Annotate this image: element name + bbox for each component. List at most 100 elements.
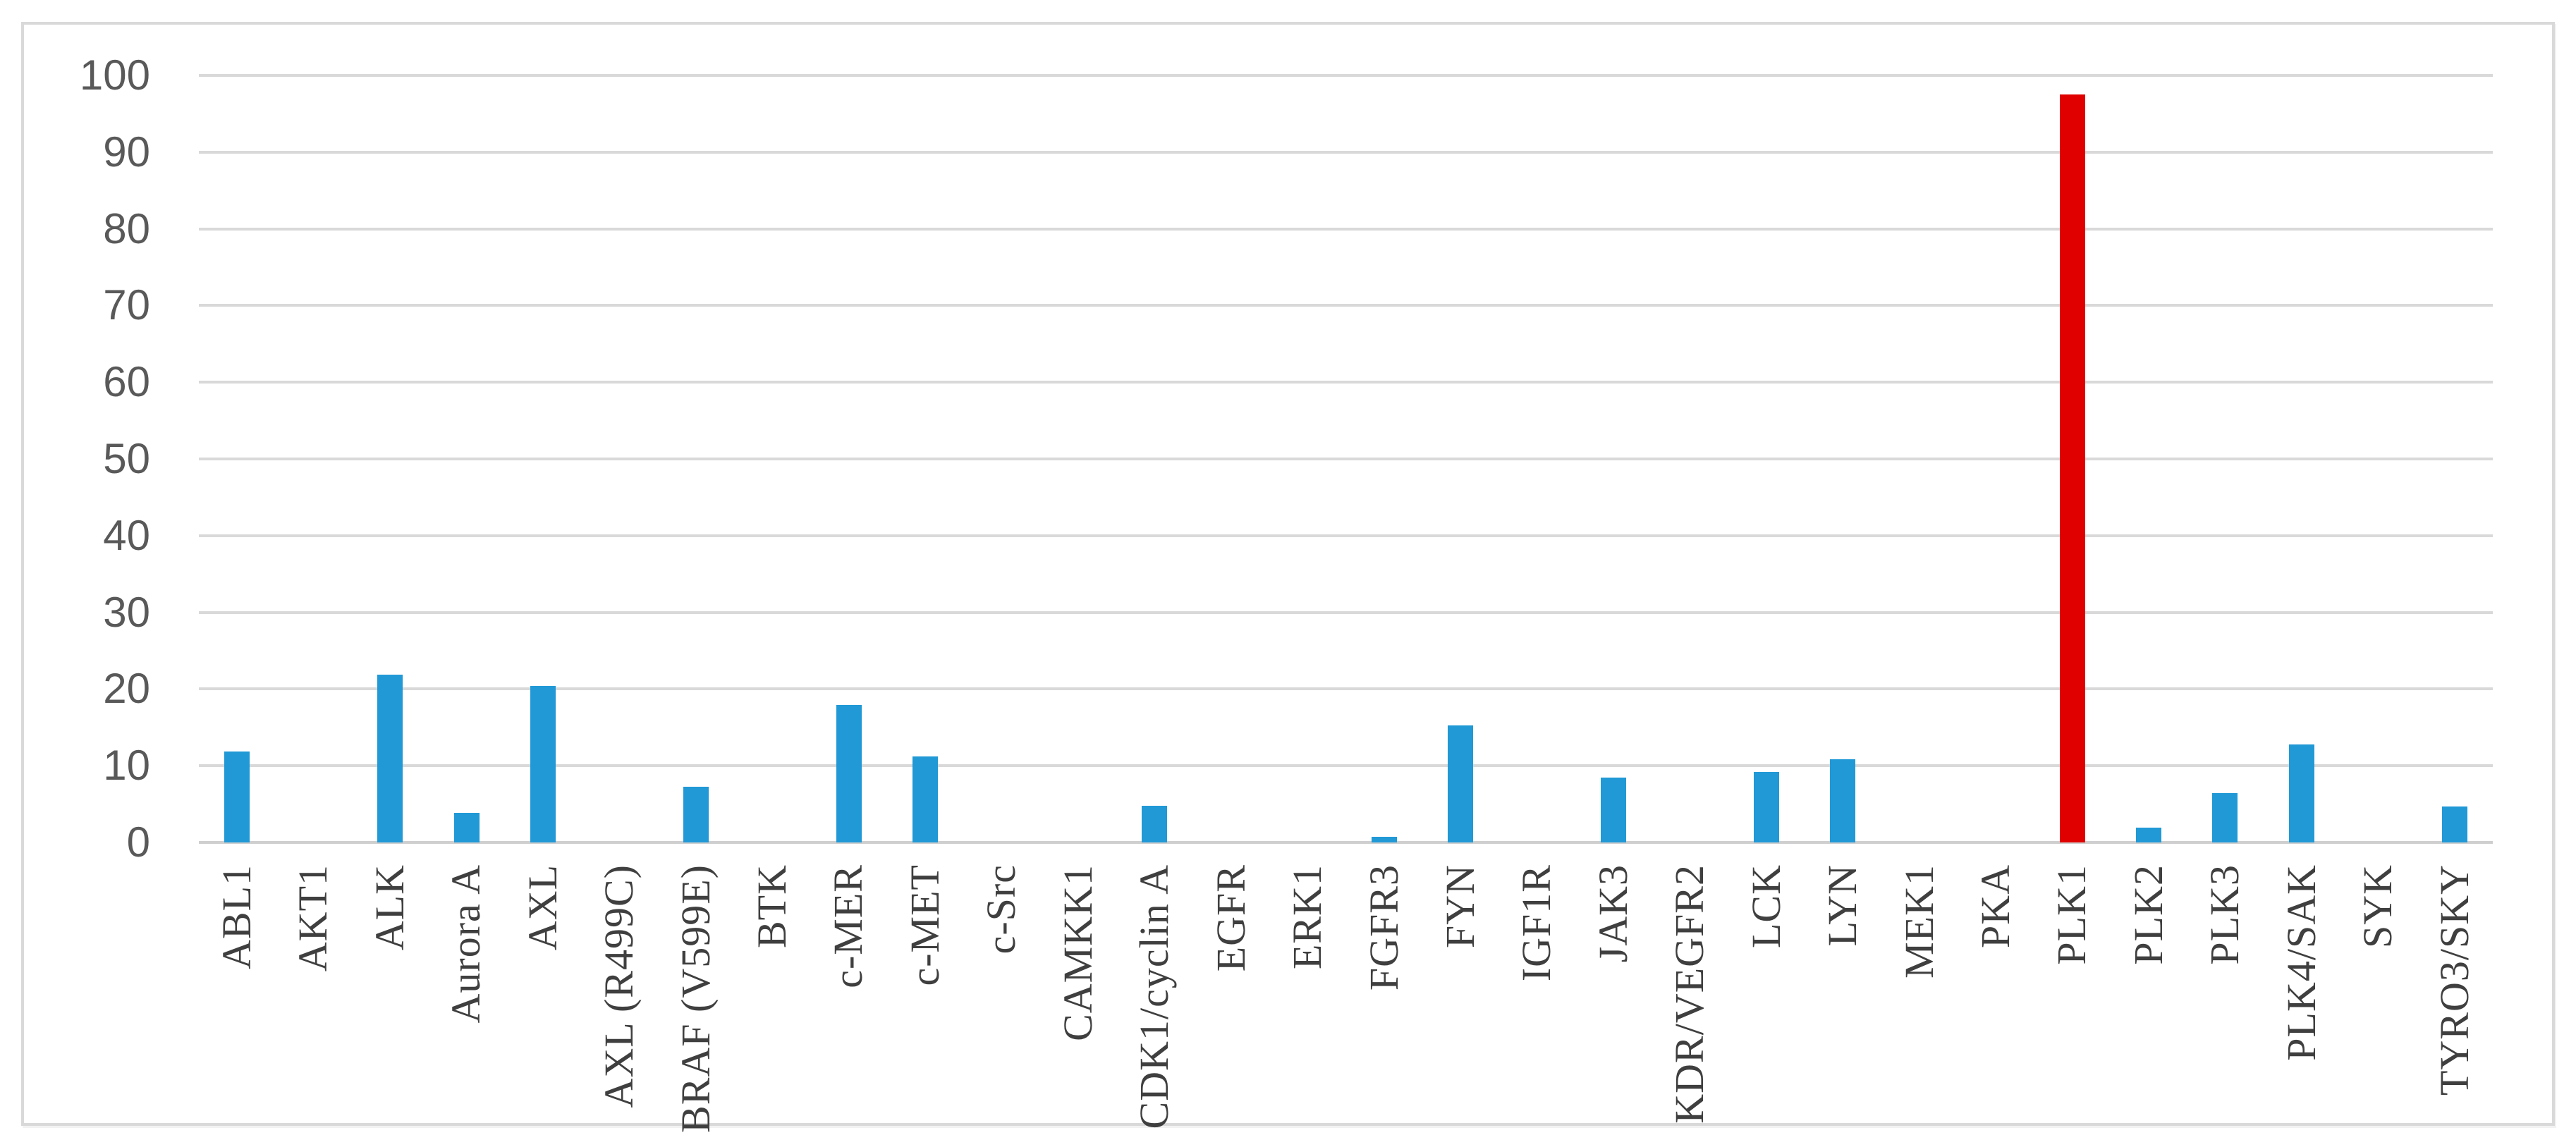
x-axis-label-slot: SYK [2340,864,2416,1104]
gridline-30 [199,611,2493,614]
x-axis-label: Aurora A [442,864,489,1024]
x-axis-label-slot: AXL (R499C) [581,864,657,1108]
bar-CDK1-cyclin-A [1142,806,1167,842]
figure-frame [21,22,2555,1126]
y-tick-label-80: 80 [103,204,150,252]
bar-FGFR3 [1372,837,1397,842]
x-axis-label-slot: c-Src [963,864,1039,1104]
gridline-10 [199,764,2493,768]
x-axis-label: BTK [748,864,795,948]
bar-PLK4-SAK [2289,744,2314,842]
x-axis-label-slot: PLK3 [2187,864,2263,1104]
x-axis-label: AXL [519,864,566,951]
x-axis-label-slot: PLK1 [2034,864,2110,1104]
gridline-20 [199,687,2493,691]
x-axis-label-slot: LCK [1728,864,1805,1104]
x-axis-label: AKT1 [289,864,336,972]
x-axis-label: MEK1 [1896,864,1942,979]
x-axis-label-slot: TYRO3/SKY [2417,864,2493,1104]
x-axis-label: LCK [1742,864,1789,948]
x-axis-label-slot: FGFR3 [1346,864,1422,1104]
x-axis-line [199,841,2493,844]
x-axis-label: IGF1R [1513,864,1559,982]
y-tick-label-70: 70 [103,281,150,329]
x-axis-label: PLK1 [2048,864,2094,965]
x-axis-label: JAK3 [1589,864,1636,963]
x-axis-label-slot: CAMKK1 [1040,864,1116,1104]
x-axis-label-slot: AKT1 [275,864,351,1104]
x-axis-label-slot: c-MET [887,864,963,1104]
x-axis-label: c-Src [977,864,1024,955]
gridline-50 [199,458,2493,460]
x-axis-label: ERK1 [1283,864,1330,969]
x-axis-label-slot: BTK [734,864,810,1104]
x-axis-label-slot: KDR/VEGFR2 [1652,864,1728,1124]
bar-c-MER [836,705,862,842]
x-axis-label: CDK1/cyclin A [1130,864,1177,1129]
x-axis-label: FYN [1436,864,1483,949]
gridline-40 [199,534,2493,537]
x-axis-label: SYK [2354,864,2400,949]
x-axis-label: PLK4/SAK [2278,864,2324,1061]
x-axis-label-slot: ALK [352,864,428,1104]
x-axis-label: EGFR [1207,864,1254,972]
x-axis-label: TYRO3/SKY [2431,864,2477,1096]
x-axis-label: c-MET [901,864,948,986]
x-axis-label: FGFR3 [1360,864,1407,991]
bar-FYN [1448,725,1473,842]
y-tick-label-0: 0 [126,818,150,866]
x-axis-label: KDR/VEGFR2 [1666,864,1712,1124]
x-axis-label: AXL (R499C) [595,864,642,1108]
bar-PLK1 [2060,94,2085,842]
y-tick-label-50: 50 [103,435,150,482]
x-axis-label-slot: LYN [1805,864,1881,1104]
x-axis-label: ABL1 [213,864,260,969]
y-tick-label-30: 30 [103,588,150,636]
x-axis-label-slot: EGFR [1193,864,1269,1104]
bar-ALK [377,675,403,842]
x-axis-label: BRAF (V599E) [672,864,719,1133]
x-axis-label: c-MER [824,864,871,988]
x-axis-label-slot: MEK1 [1881,864,1958,1104]
x-axis-label-slot: c-MER [810,864,886,1104]
x-axis-label-slot: ERK1 [1269,864,1345,1104]
x-axis-label-slot: PLK4/SAK [2264,864,2340,1104]
bar-ABL1 [224,752,250,842]
y-tick-label-90: 90 [103,128,150,176]
x-axis-label-slot: PLK2 [2111,864,2187,1104]
gridline-80 [199,227,2493,231]
gridline-90 [199,150,2493,154]
y-tick-label-10: 10 [103,742,150,790]
y-tick-label-20: 20 [103,665,150,713]
bar-LCK [1754,772,1779,842]
x-axis-label: PLK2 [2125,864,2171,965]
bar-LYN [1830,759,1855,842]
x-axis-label: LYN [1819,864,1865,947]
bar-BRAF-V599E- [683,787,709,842]
y-tick-label-60: 60 [103,358,150,406]
x-axis-label: ALK [366,864,413,951]
bar-JAK3 [1601,778,1626,842]
x-axis-label-slot: Aurora A [428,864,504,1104]
x-axis-label-slot: CDK1/cyclin A [1116,864,1192,1129]
x-axis-label: PKA [1972,864,2018,949]
gridline-70 [199,304,2493,307]
bar-PLK2 [2136,828,2161,842]
gridline-100 [199,74,2493,77]
bar-TYRO3-SKY [2442,806,2467,842]
bar-PLK3 [2212,793,2238,842]
x-axis-label-slot: AXL [505,864,581,1104]
x-axis-label-slot: BRAF (V599E) [658,864,734,1133]
x-axis-label: PLK3 [2201,864,2247,965]
bar-Aurora-A [454,813,480,842]
x-axis-label-slot: FYN [1422,864,1498,1104]
y-tick-label-100: 100 [79,51,150,99]
x-axis-label: CAMKK1 [1054,864,1101,1041]
y-tick-label-40: 40 [103,511,150,559]
x-axis-label-slot: PKA [1958,864,2034,1104]
bar-AXL [530,686,556,842]
bar-c-MET [912,756,938,842]
x-axis-label-slot: JAK3 [1575,864,1652,1104]
x-axis-label-slot: IGF1R [1498,864,1575,1104]
